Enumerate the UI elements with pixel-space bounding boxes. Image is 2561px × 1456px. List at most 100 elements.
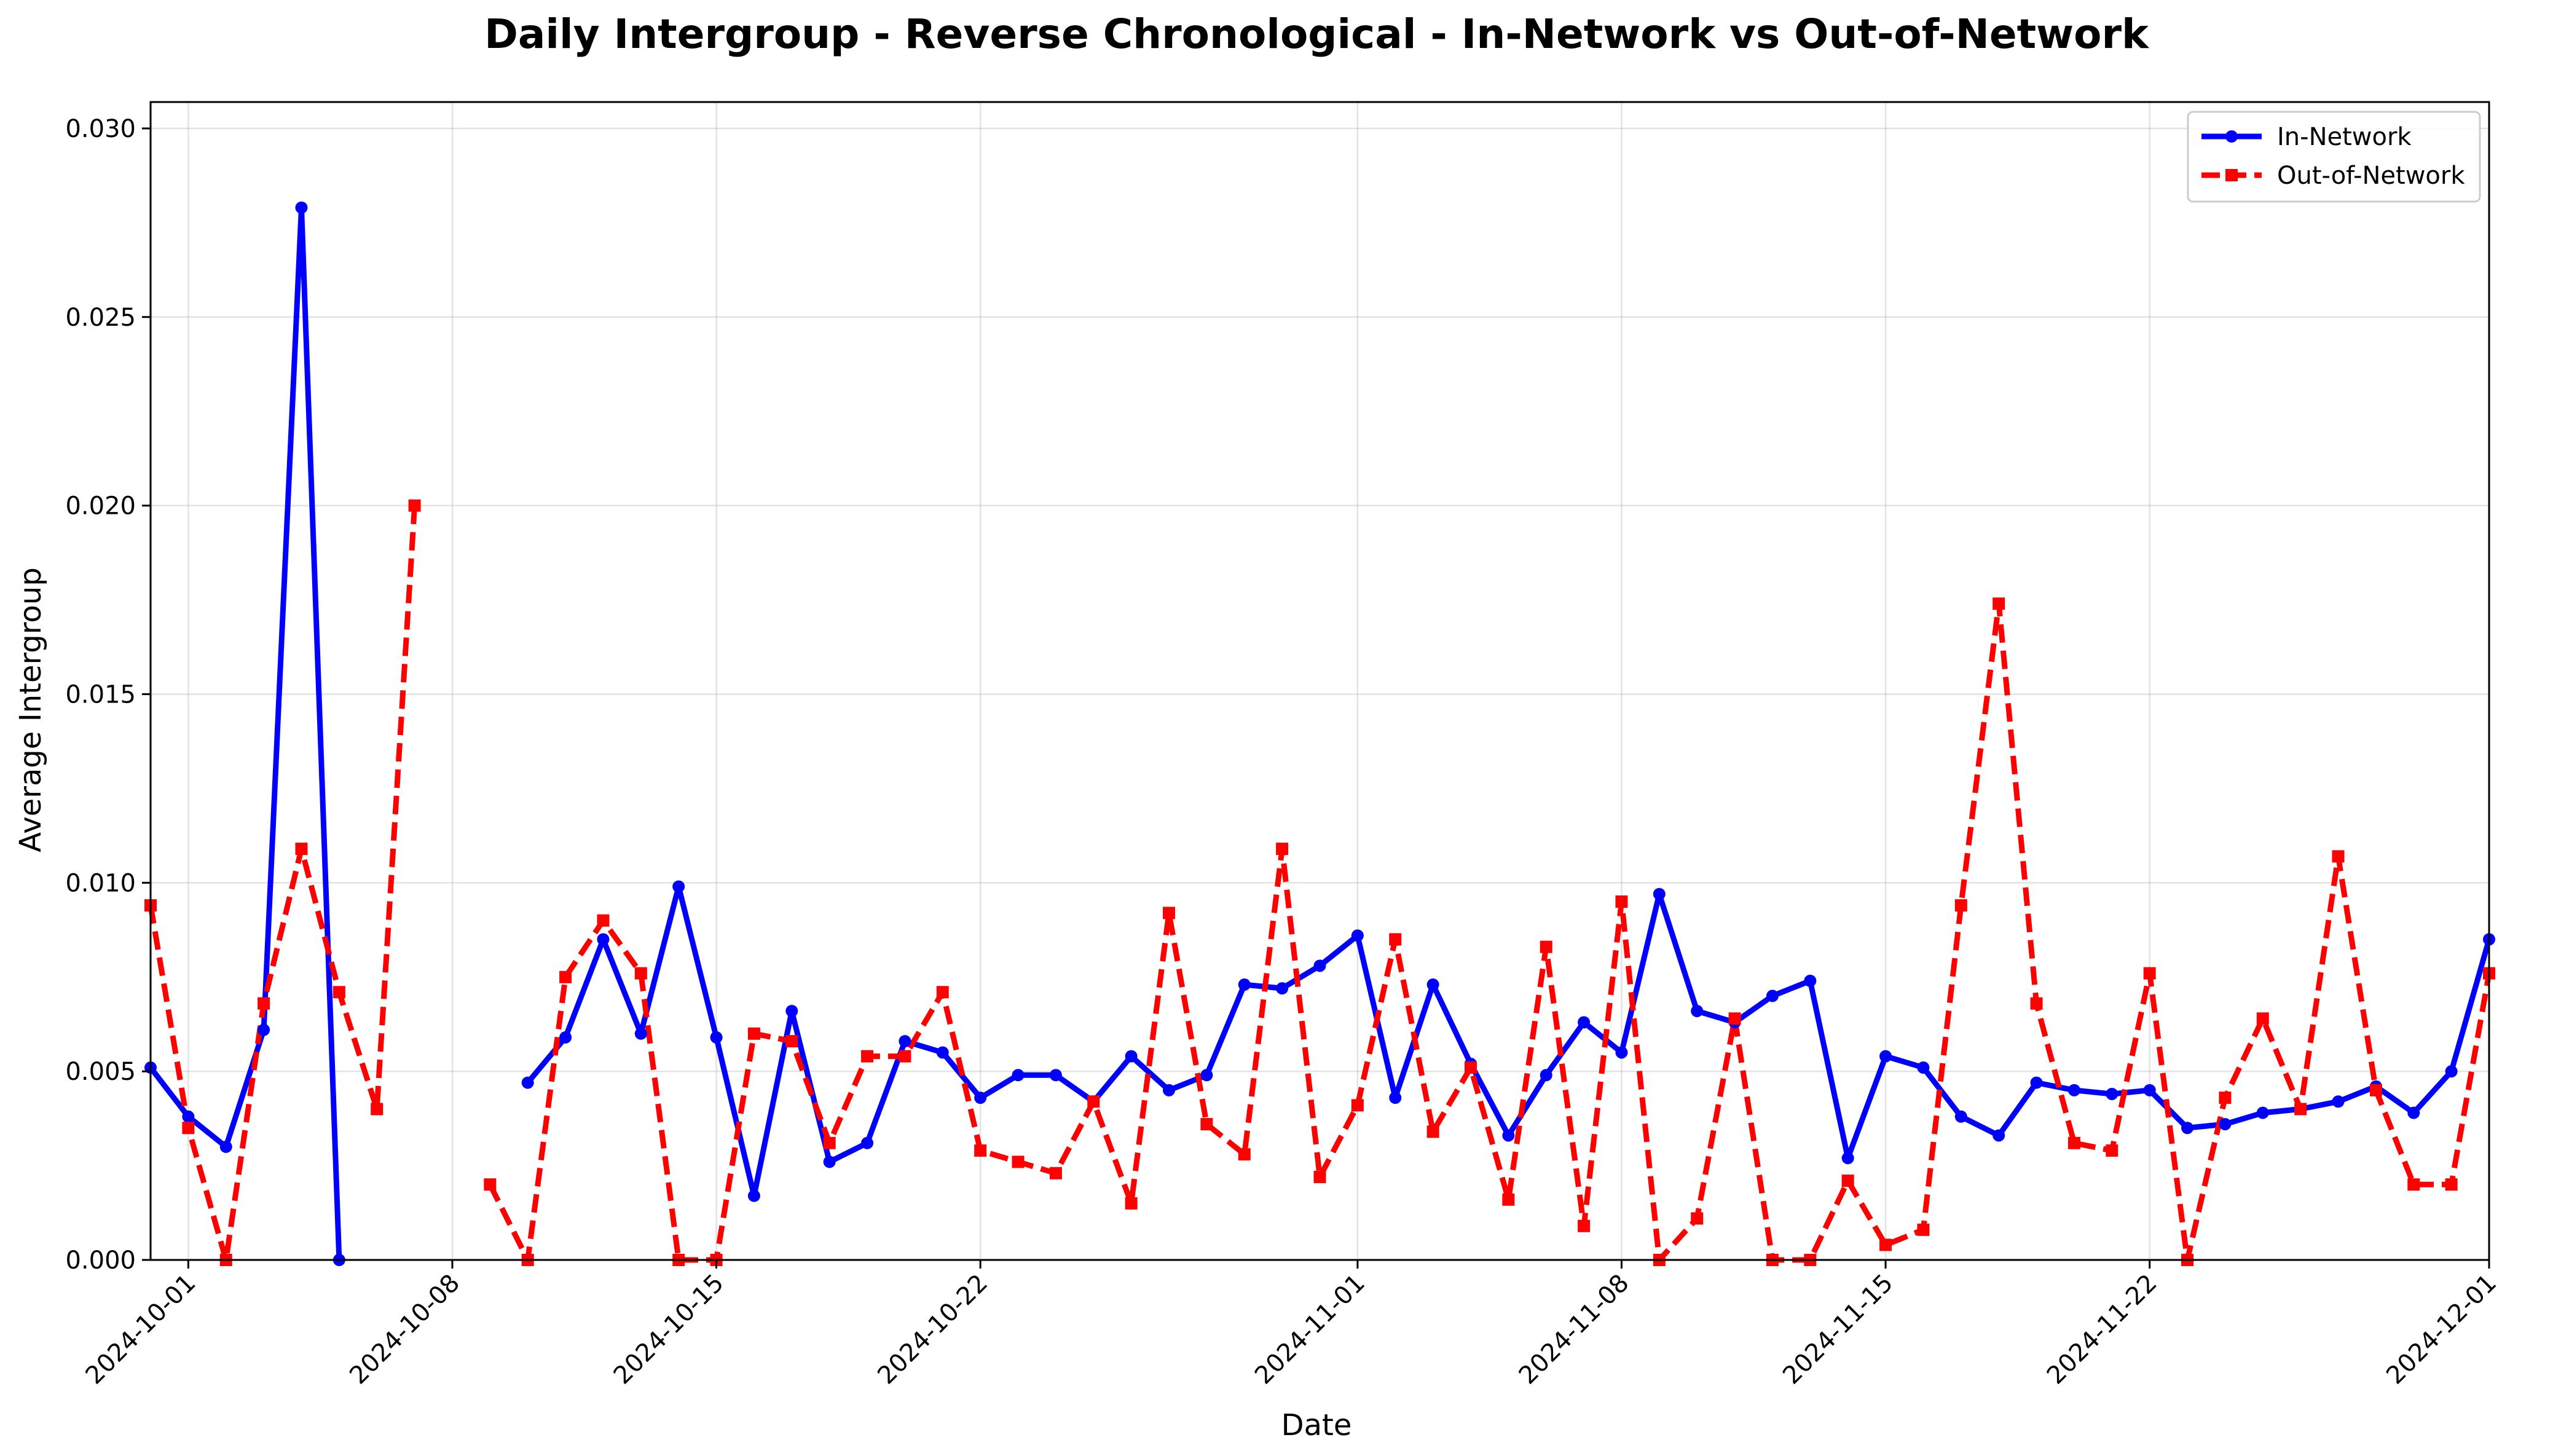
legend-label-in-network: In-Network [2277, 123, 2412, 151]
out-of-network-point [936, 986, 949, 999]
in-network-point [1578, 1016, 1591, 1029]
in-network-point [1540, 1069, 1552, 1082]
in-network-point [1389, 1092, 1402, 1104]
out-of-network-point [1993, 597, 2005, 610]
in-network-point [1993, 1129, 2005, 1142]
in-network-point [2030, 1076, 2043, 1089]
y-axis: 0.000 0.005 0.010 0.015 0.020 0.025 0.030 [65, 115, 151, 1275]
in-network-point [2143, 1084, 2156, 1096]
out-of-network-point [1540, 940, 1552, 953]
out-of-network-point [899, 1050, 911, 1063]
out-of-network-point [1313, 1170, 1326, 1183]
in-network-point [785, 1004, 798, 1017]
out-of-network-point [785, 1035, 798, 1048]
in-network-point [1200, 1069, 1213, 1082]
y-tick-label: 0.005 [65, 1058, 136, 1086]
in-network-point [899, 1035, 911, 1048]
in-network-point [2067, 1084, 2080, 1096]
out-of-network-point [2030, 997, 2043, 1010]
out-of-network-point [1238, 1148, 1251, 1161]
out-of-network-point [1954, 899, 1967, 912]
in-network-point [1276, 982, 1289, 995]
out-of-network-point [1502, 1193, 1515, 1206]
series-markers [144, 201, 2495, 1266]
in-network-point [2181, 1122, 2194, 1135]
in-network-point [295, 201, 308, 214]
in-network-point [1691, 1004, 1704, 1017]
in-network-point [2332, 1095, 2345, 1108]
out-of-network-point [634, 967, 647, 980]
y-tick-label: 0.030 [65, 115, 136, 143]
in-network-point [182, 1110, 195, 1123]
in-network-point [1313, 959, 1326, 972]
in-network-point [2407, 1106, 2420, 1119]
out-of-network-point [747, 1027, 760, 1040]
in-network-point [710, 1031, 723, 1044]
y-tick-label: 0.025 [65, 304, 136, 332]
out-of-network-point [1012, 1155, 1025, 1168]
out-of-network-point [2067, 1136, 2080, 1149]
out-of-network-point [1087, 1095, 1100, 1108]
out-of-network-point [1276, 843, 1289, 856]
in-network-point [597, 933, 610, 946]
x-axis-label: Date [1281, 1408, 1352, 1442]
in-network-point [1615, 1046, 1628, 1059]
y-tick-label: 0.020 [65, 492, 136, 521]
in-network-point [1879, 1050, 1892, 1063]
in-network-point [1049, 1069, 1062, 1082]
out-of-network-point [974, 1144, 987, 1157]
out-of-network-point [1841, 1175, 1854, 1187]
out-of-network-point [1615, 895, 1628, 908]
legend-marker-in-network [2225, 130, 2238, 143]
out-of-network-point [1200, 1118, 1213, 1131]
y-tick-label: 0.010 [65, 869, 136, 897]
out-of-network-line [487, 600, 2492, 1263]
out-of-network-point [1728, 1012, 1741, 1025]
out-of-network-point [258, 997, 270, 1010]
out-of-network-line [148, 505, 418, 1263]
out-of-network-point [2407, 1178, 2420, 1191]
in-network-point [258, 1023, 270, 1036]
in-network-point [559, 1031, 572, 1044]
out-of-network-point [2256, 1012, 2269, 1025]
out-of-network-point [559, 970, 572, 983]
chart-title: Daily Intergroup - Reverse Chronological… [484, 10, 2150, 58]
in-network-point [634, 1027, 647, 1040]
in-network-point [1804, 974, 1817, 987]
in-network-point [1125, 1050, 1138, 1063]
out-of-network-point [2369, 1084, 2382, 1096]
in-network-point [823, 1155, 836, 1168]
out-of-network-point [1917, 1223, 1930, 1236]
out-of-network-point [408, 499, 421, 512]
in-network-point [2219, 1118, 2232, 1131]
y-tick-label: 0.000 [65, 1246, 136, 1275]
out-of-network-point [2294, 1103, 2307, 1116]
in-network-point [1917, 1061, 1930, 1074]
y-tick-label: 0.015 [65, 680, 136, 709]
in-network-point [219, 1140, 232, 1153]
in-network-point [974, 1092, 987, 1104]
out-of-network-point [2445, 1178, 2458, 1191]
in-network-point [1012, 1069, 1025, 1082]
in-network-point [1653, 887, 1666, 900]
in-network-point [521, 1076, 534, 1089]
out-of-network-point [1049, 1167, 1062, 1179]
out-of-network-point [1464, 1061, 1477, 1074]
in-network-point [1238, 978, 1251, 991]
in-network-point [2106, 1087, 2118, 1100]
legend-label-out-of-network: Out-of-Network [2277, 162, 2465, 190]
in-network-point [1163, 1084, 1176, 1096]
out-of-network-point [861, 1050, 874, 1063]
out-of-network-point [484, 1178, 497, 1191]
out-of-network-point [2219, 1092, 2232, 1104]
out-of-network-point [597, 914, 610, 927]
in-network-point [1502, 1129, 1515, 1142]
out-of-network-point [2106, 1144, 2118, 1157]
in-network-point [861, 1136, 874, 1149]
out-of-network-point [1426, 1125, 1439, 1138]
in-network-point [1426, 978, 1439, 991]
in-network-point [1954, 1110, 1967, 1123]
legend-marker-out-of-network [2225, 169, 2238, 181]
